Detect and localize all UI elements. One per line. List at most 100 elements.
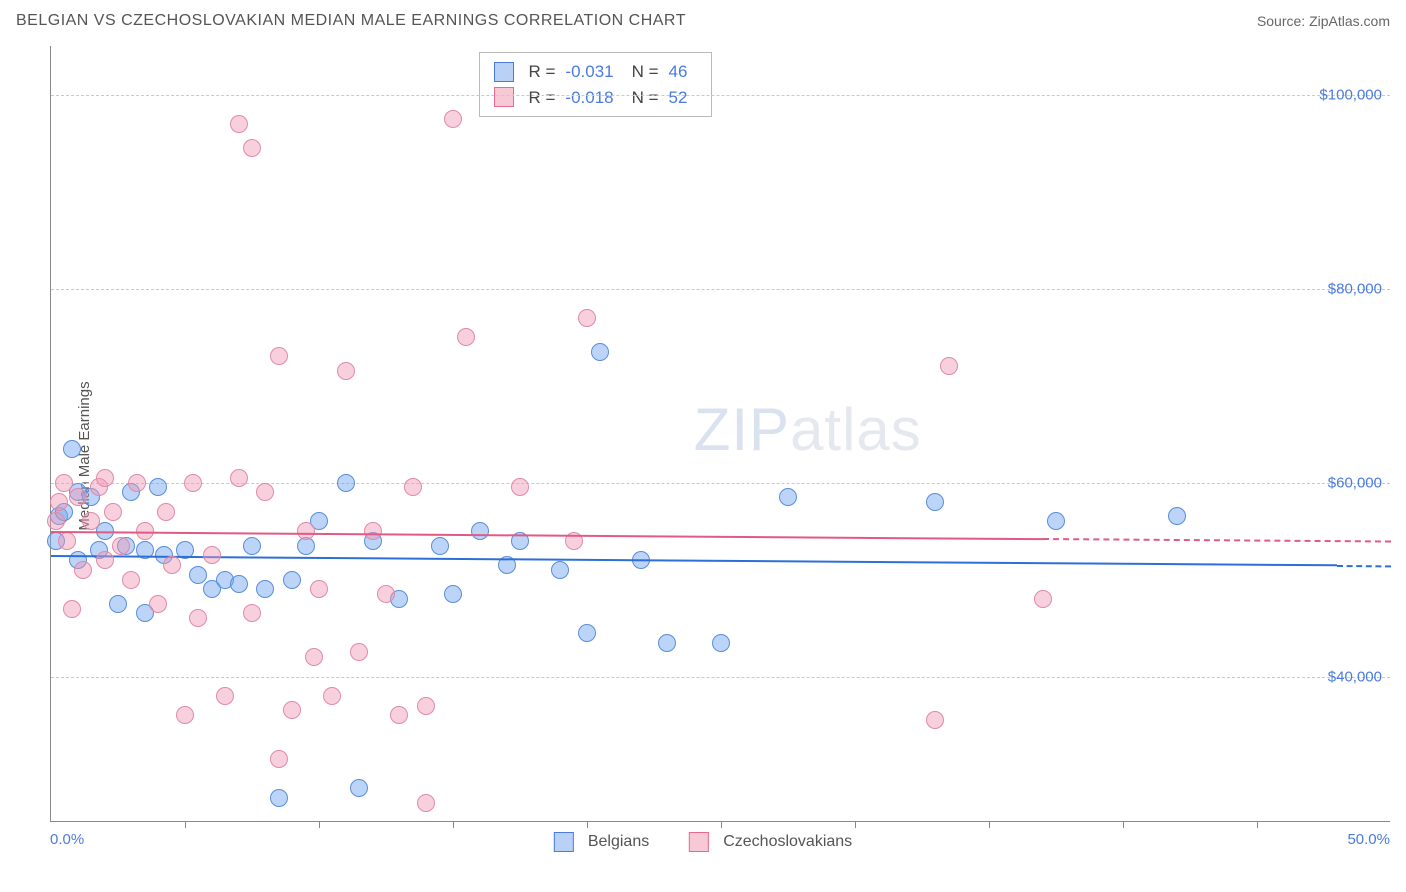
scatter-point bbox=[112, 537, 130, 555]
x-axis-max-label: 50.0% bbox=[1347, 831, 1390, 848]
scatter-point bbox=[1034, 590, 1052, 608]
scatter-point bbox=[243, 604, 261, 622]
scatter-point bbox=[96, 469, 114, 487]
scatter-point bbox=[712, 634, 730, 652]
scatter-point bbox=[431, 537, 449, 555]
stat-n-label: N = bbox=[632, 85, 659, 111]
scatter-point bbox=[184, 474, 202, 492]
watermark: ZIPatlas bbox=[694, 395, 922, 464]
stat-n-value: 46 bbox=[669, 59, 688, 85]
scatter-point bbox=[578, 624, 596, 642]
x-tick bbox=[185, 821, 186, 828]
trend-line bbox=[1043, 538, 1391, 543]
stat-r-label: R = bbox=[528, 59, 555, 85]
scatter-point bbox=[122, 571, 140, 589]
legend-swatch bbox=[494, 87, 514, 107]
scatter-point bbox=[305, 648, 323, 666]
y-tick-label: $80,000 bbox=[1328, 280, 1382, 297]
scatter-point bbox=[350, 643, 368, 661]
legend-label: Belgians bbox=[588, 833, 649, 851]
x-tick bbox=[1123, 821, 1124, 828]
scatter-point bbox=[58, 532, 76, 550]
gridline-h bbox=[51, 95, 1390, 96]
chart-title: BELGIAN VS CZECHOSLOVAKIAN MEDIAN MALE E… bbox=[16, 12, 686, 30]
scatter-point bbox=[243, 537, 261, 555]
scatter-point bbox=[96, 551, 114, 569]
scatter-point bbox=[417, 794, 435, 812]
scatter-point bbox=[551, 561, 569, 579]
scatter-point bbox=[926, 711, 944, 729]
bottom-legend: Belgians Czechoslovakians bbox=[554, 832, 852, 852]
scatter-point bbox=[63, 440, 81, 458]
scatter-point bbox=[310, 580, 328, 598]
scatter-point bbox=[350, 779, 368, 797]
x-tick bbox=[319, 821, 320, 828]
stat-n-value: 52 bbox=[669, 85, 688, 111]
x-tick bbox=[721, 821, 722, 828]
gridline-h bbox=[51, 289, 1390, 290]
stats-legend-box: R =-0.031N =46R =-0.018N =52 bbox=[479, 52, 712, 117]
scatter-point bbox=[149, 478, 167, 496]
scatter-point bbox=[283, 571, 301, 589]
scatter-point bbox=[297, 522, 315, 540]
gridline-h bbox=[51, 483, 1390, 484]
plot-region: ZIPatlas R =-0.031N =46R =-0.018N =52 $4… bbox=[50, 46, 1390, 822]
scatter-point bbox=[471, 522, 489, 540]
scatter-point bbox=[270, 789, 288, 807]
legend-label: Czechoslovakians bbox=[723, 833, 852, 851]
y-tick-label: $60,000 bbox=[1328, 474, 1382, 491]
watermark-bold: ZIP bbox=[694, 396, 790, 463]
stat-r-value: -0.031 bbox=[565, 59, 613, 85]
x-tick bbox=[587, 821, 588, 828]
scatter-point bbox=[230, 575, 248, 593]
scatter-point bbox=[323, 687, 341, 705]
y-tick-label: $100,000 bbox=[1319, 86, 1382, 103]
trend-line bbox=[51, 531, 1043, 540]
scatter-point bbox=[104, 503, 122, 521]
scatter-point bbox=[69, 488, 87, 506]
scatter-point bbox=[176, 706, 194, 724]
scatter-point bbox=[377, 585, 395, 603]
scatter-point bbox=[1047, 512, 1065, 530]
stats-row: R =-0.031N =46 bbox=[494, 59, 697, 85]
scatter-point bbox=[109, 595, 127, 613]
legend-swatch bbox=[494, 62, 514, 82]
y-tick-label: $40,000 bbox=[1328, 668, 1382, 685]
scatter-point bbox=[658, 634, 676, 652]
scatter-point bbox=[591, 343, 609, 361]
scatter-point bbox=[50, 493, 68, 511]
scatter-point bbox=[55, 474, 73, 492]
scatter-point bbox=[364, 522, 382, 540]
scatter-point bbox=[256, 483, 274, 501]
scatter-point bbox=[940, 357, 958, 375]
scatter-point bbox=[149, 595, 167, 613]
source-label: Source: ZipAtlas.com bbox=[1257, 13, 1390, 29]
scatter-point bbox=[390, 706, 408, 724]
scatter-point bbox=[270, 750, 288, 768]
x-tick bbox=[453, 821, 454, 828]
x-tick bbox=[989, 821, 990, 828]
scatter-point bbox=[47, 512, 65, 530]
scatter-point bbox=[243, 139, 261, 157]
scatter-point bbox=[157, 503, 175, 521]
scatter-point bbox=[337, 362, 355, 380]
scatter-point bbox=[283, 701, 301, 719]
scatter-point bbox=[444, 110, 462, 128]
scatter-point bbox=[270, 347, 288, 365]
scatter-point bbox=[128, 474, 146, 492]
watermark-thin: atlas bbox=[790, 396, 922, 463]
trend-line bbox=[1337, 565, 1391, 567]
gridline-h bbox=[51, 677, 1390, 678]
scatter-point bbox=[189, 609, 207, 627]
scatter-point bbox=[203, 546, 221, 564]
x-tick bbox=[855, 821, 856, 828]
chart-area: Median Male Earnings ZIPatlas R =-0.031N… bbox=[16, 46, 1390, 866]
stat-r-label: R = bbox=[528, 85, 555, 111]
legend-swatch bbox=[554, 832, 574, 852]
scatter-point bbox=[337, 474, 355, 492]
scatter-point bbox=[511, 478, 529, 496]
x-tick bbox=[1257, 821, 1258, 828]
legend-item: Czechoslovakians bbox=[689, 832, 852, 852]
stats-row: R =-0.018N =52 bbox=[494, 85, 697, 111]
scatter-point bbox=[457, 328, 475, 346]
